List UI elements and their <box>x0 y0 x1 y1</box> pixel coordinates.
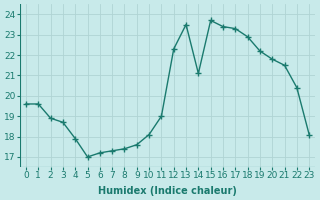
X-axis label: Humidex (Indice chaleur): Humidex (Indice chaleur) <box>98 186 237 196</box>
